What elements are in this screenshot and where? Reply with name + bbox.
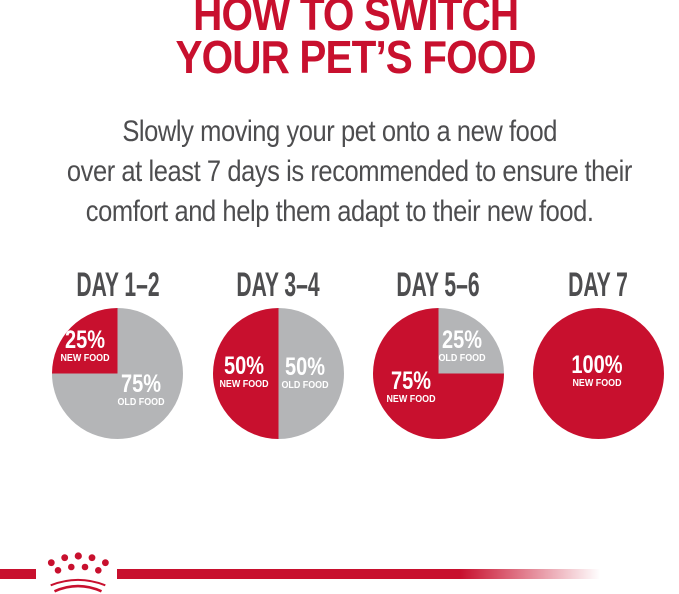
pie-chart-day-5-6: 75% NEW FOOD 25% OLD FOOD bbox=[372, 308, 504, 439]
old-food-label: OLD FOOD bbox=[438, 351, 486, 364]
old-food-percent: 25% bbox=[441, 325, 483, 354]
intro-text-line-3: comfort and help them adapt to their new… bbox=[86, 195, 594, 228]
old-food-callout: 75% OLD FOOD bbox=[113, 369, 168, 408]
pie-chart-day-3-4: 50% NEW FOOD 50% OLD FOOD bbox=[212, 308, 344, 439]
intro-text: Slowly moving your pet onto a new food o… bbox=[17, 112, 663, 232]
new-food-callout: 50% NEW FOOD bbox=[215, 352, 273, 391]
old-food-label: OLD FOOD bbox=[116, 395, 165, 408]
new-food-label: NEW FOOD bbox=[571, 377, 622, 389]
new-food-percent: 50% bbox=[223, 352, 265, 380]
old-food-percent: 75% bbox=[120, 369, 161, 398]
new-food-callout: 75% NEW FOOD bbox=[382, 366, 440, 405]
new-food-label: NEW FOOD bbox=[219, 378, 269, 390]
new-food-label: NEW FOOD bbox=[386, 392, 436, 405]
page-title: HOW TO SWITCH YOUR PET’S FOOD bbox=[33, 0, 679, 83]
old-food-callout: 25% OLD FOOD bbox=[434, 325, 489, 364]
new-food-percent: 75% bbox=[390, 366, 432, 395]
intro-text-line-1: Slowly moving your pet onto a new food bbox=[122, 115, 558, 148]
old-food-label: OLD FOOD bbox=[281, 379, 329, 391]
old-food-percent: 50% bbox=[284, 353, 326, 381]
royal-canin-crown-logo bbox=[47, 552, 109, 593]
old-food-callout: 50% OLD FOOD bbox=[277, 353, 332, 392]
new-food-percent: 25% bbox=[64, 325, 105, 354]
new-food-label: NEW FOOD bbox=[59, 351, 110, 364]
new-food-callout: 100% NEW FOOD bbox=[565, 351, 629, 390]
day-label-1-2: DAY 1–2 bbox=[75, 266, 160, 304]
page-title-line-2: YOUR PET’S FOOD bbox=[175, 31, 537, 83]
day-label-5-6: DAY 5–6 bbox=[396, 266, 480, 304]
pie-chart-day-1-2: 25% NEW FOOD 75% OLD FOOD bbox=[52, 308, 183, 439]
new-food-percent: 100% bbox=[570, 351, 623, 379]
day-label-3-4: DAY 3–4 bbox=[236, 266, 320, 304]
pie-chart-day-7: 100% NEW FOOD bbox=[532, 308, 664, 439]
new-food-callout: 25% NEW FOOD bbox=[56, 325, 114, 364]
intro-text-line-2: over at least 7 days is recommended to e… bbox=[66, 155, 633, 188]
footer-rule-left bbox=[0, 569, 36, 579]
day-label-7: DAY 7 bbox=[568, 266, 628, 304]
page-title-line-1: HOW TO SWITCH bbox=[193, 0, 519, 40]
footer-rule-right bbox=[117, 569, 679, 579]
